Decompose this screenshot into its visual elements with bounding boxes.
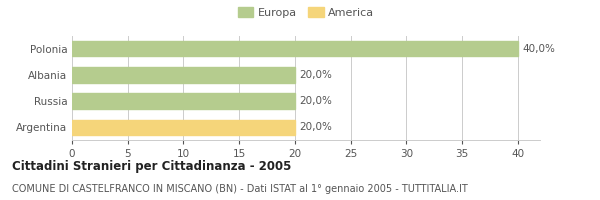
Bar [72, 67, 295, 83]
Text: Cittadini Stranieri per Cittadinanza - 2005: Cittadini Stranieri per Cittadinanza - 2… [12, 160, 292, 173]
Text: 40,0%: 40,0% [522, 44, 555, 54]
Bar [72, 120, 295, 135]
Text: 20,0%: 20,0% [299, 70, 332, 80]
Legend: Europa, America: Europa, America [233, 2, 379, 22]
Text: COMUNE DI CASTELFRANCO IN MISCANO (BN) - Dati ISTAT al 1° gennaio 2005 - TUTTITA: COMUNE DI CASTELFRANCO IN MISCANO (BN) -… [12, 184, 468, 194]
Text: 20,0%: 20,0% [299, 122, 332, 132]
Bar [72, 93, 295, 109]
Bar [72, 41, 518, 56]
Text: 20,0%: 20,0% [299, 96, 332, 106]
